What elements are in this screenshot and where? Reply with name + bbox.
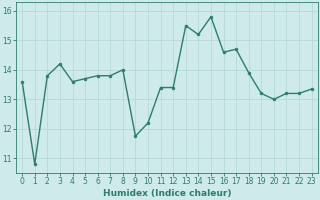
X-axis label: Humidex (Indice chaleur): Humidex (Indice chaleur)	[103, 189, 231, 198]
